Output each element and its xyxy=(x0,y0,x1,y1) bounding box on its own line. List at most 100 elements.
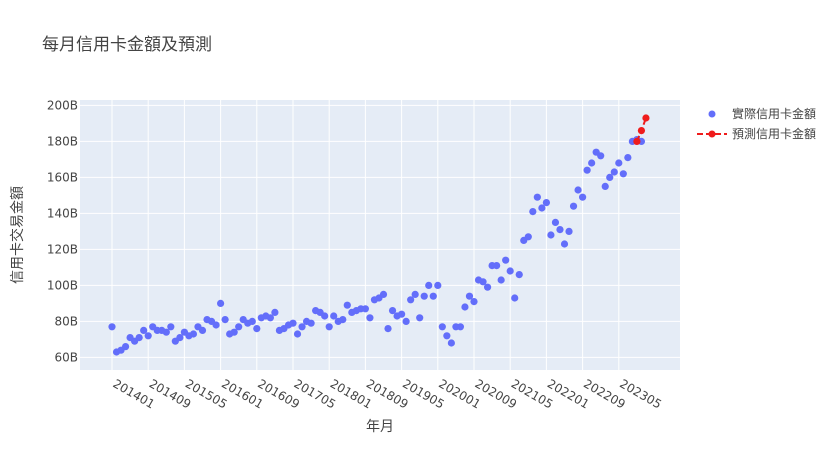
data-point-actual xyxy=(511,294,519,302)
data-point-actual xyxy=(162,328,170,336)
data-point-actual xyxy=(434,281,442,289)
legend-label-forecast: 預測信用卡金額 xyxy=(732,126,816,141)
data-point-actual xyxy=(429,292,437,300)
data-point-actual xyxy=(619,170,627,178)
data-point-actual xyxy=(321,312,329,320)
data-point-actual xyxy=(176,334,184,342)
data-point-actual xyxy=(343,301,351,309)
data-point-actual xyxy=(610,168,618,176)
data-point-actual xyxy=(574,186,582,194)
data-point-actual xyxy=(588,159,596,167)
data-point-actual xyxy=(140,326,148,334)
data-point-actual xyxy=(425,281,433,289)
data-point-actual xyxy=(615,159,623,167)
data-point-actual xyxy=(560,240,569,248)
data-point-actual xyxy=(624,154,632,162)
data-point-actual xyxy=(493,262,501,270)
data-point-actual xyxy=(538,204,546,212)
data-point-actual xyxy=(579,193,587,201)
data-point-actual xyxy=(271,308,279,316)
data-point-forecast xyxy=(637,127,646,135)
data-point-actual xyxy=(479,278,487,286)
data-point-actual xyxy=(583,166,591,174)
data-point-actual xyxy=(189,330,198,338)
legend-marker-actual xyxy=(708,110,716,118)
data-point-actual xyxy=(248,317,256,325)
data-point-actual xyxy=(565,227,573,235)
data-point-actual xyxy=(217,299,225,307)
data-point-actual xyxy=(529,208,537,216)
y-axis-ticks: 60B 80B 100B 120B 140B 160B 180B 200B xyxy=(47,98,78,364)
data-point-actual xyxy=(542,199,551,207)
data-point-actual xyxy=(515,271,523,279)
x-axis-title: 年月 xyxy=(366,419,394,435)
data-point-actual xyxy=(144,332,152,340)
data-point-actual xyxy=(167,323,175,331)
legend-item-forecast[interactable]: 預測信用卡金額 xyxy=(697,126,816,141)
legend[interactable]: 實際信用卡金額 預測信用卡金額 xyxy=(697,106,816,141)
data-point-actual xyxy=(384,325,392,333)
chart-title: 每月信用卡金額及預測 xyxy=(42,35,212,55)
data-point-actual xyxy=(198,326,207,334)
data-point-actual xyxy=(253,325,261,333)
data-point-actual xyxy=(266,314,274,322)
data-point-actual xyxy=(379,290,388,298)
x-tick-label: 202305 xyxy=(617,376,664,411)
data-point-actual xyxy=(402,317,410,325)
data-point-actual xyxy=(556,226,564,234)
data-point-actual xyxy=(235,323,243,331)
data-point-actual xyxy=(307,319,315,327)
data-point-actual xyxy=(420,292,428,300)
data-point-actual xyxy=(293,330,302,338)
data-point-actual xyxy=(407,296,415,304)
data-point-actual xyxy=(230,328,238,336)
data-point-actual xyxy=(547,231,555,239)
y-tick-label: 140B xyxy=(47,206,78,220)
data-point-actual xyxy=(339,316,347,324)
plot-area xyxy=(80,100,680,370)
data-point-actual xyxy=(330,312,338,320)
legend-label-actual: 實際信用卡金額 xyxy=(732,106,816,121)
data-point-actual xyxy=(325,323,333,331)
data-point-forecast xyxy=(642,114,650,122)
y-tick-label: 120B xyxy=(47,242,78,256)
forecast-series xyxy=(633,114,650,145)
y-tick-label: 80B xyxy=(54,314,78,328)
data-point-actual xyxy=(212,321,220,329)
data-point-actual xyxy=(483,283,492,291)
data-point-actual xyxy=(443,332,451,340)
data-point-actual xyxy=(289,319,297,327)
legend-marker-forecast xyxy=(708,130,716,138)
y-tick-label: 60B xyxy=(54,350,78,364)
data-point-actual xyxy=(447,339,455,347)
data-point-actual xyxy=(533,193,541,201)
data-point-actual xyxy=(551,218,560,226)
y-axis-title: 信用卡交易金額 xyxy=(9,186,26,284)
data-point-actual xyxy=(601,182,609,190)
actual-series xyxy=(108,136,646,356)
legend-item-actual[interactable]: 實際信用卡金額 xyxy=(708,106,817,121)
data-point-actual xyxy=(298,323,306,331)
data-point-actual xyxy=(438,323,446,331)
grid-lines xyxy=(80,100,680,370)
data-point-actual xyxy=(524,233,532,241)
y-tick-label: 200B xyxy=(47,98,78,112)
data-point-actual xyxy=(411,290,419,298)
data-point-actual xyxy=(388,307,397,315)
y-tick-label: 180B xyxy=(47,134,78,148)
data-point-actual xyxy=(506,267,514,275)
data-point-actual xyxy=(606,173,614,181)
data-point-actual xyxy=(221,316,229,324)
data-point-actual xyxy=(461,303,469,311)
data-point-actual xyxy=(597,152,605,160)
data-point-actual xyxy=(497,276,505,284)
data-point-forecast xyxy=(633,137,641,145)
data-point-actual xyxy=(135,334,143,342)
data-point-actual xyxy=(502,256,510,264)
data-point-actual xyxy=(569,202,578,210)
data-point-actual xyxy=(366,314,374,322)
data-point-actual xyxy=(398,310,406,318)
y-tick-label: 100B xyxy=(47,278,78,292)
data-point-actual xyxy=(108,323,116,331)
